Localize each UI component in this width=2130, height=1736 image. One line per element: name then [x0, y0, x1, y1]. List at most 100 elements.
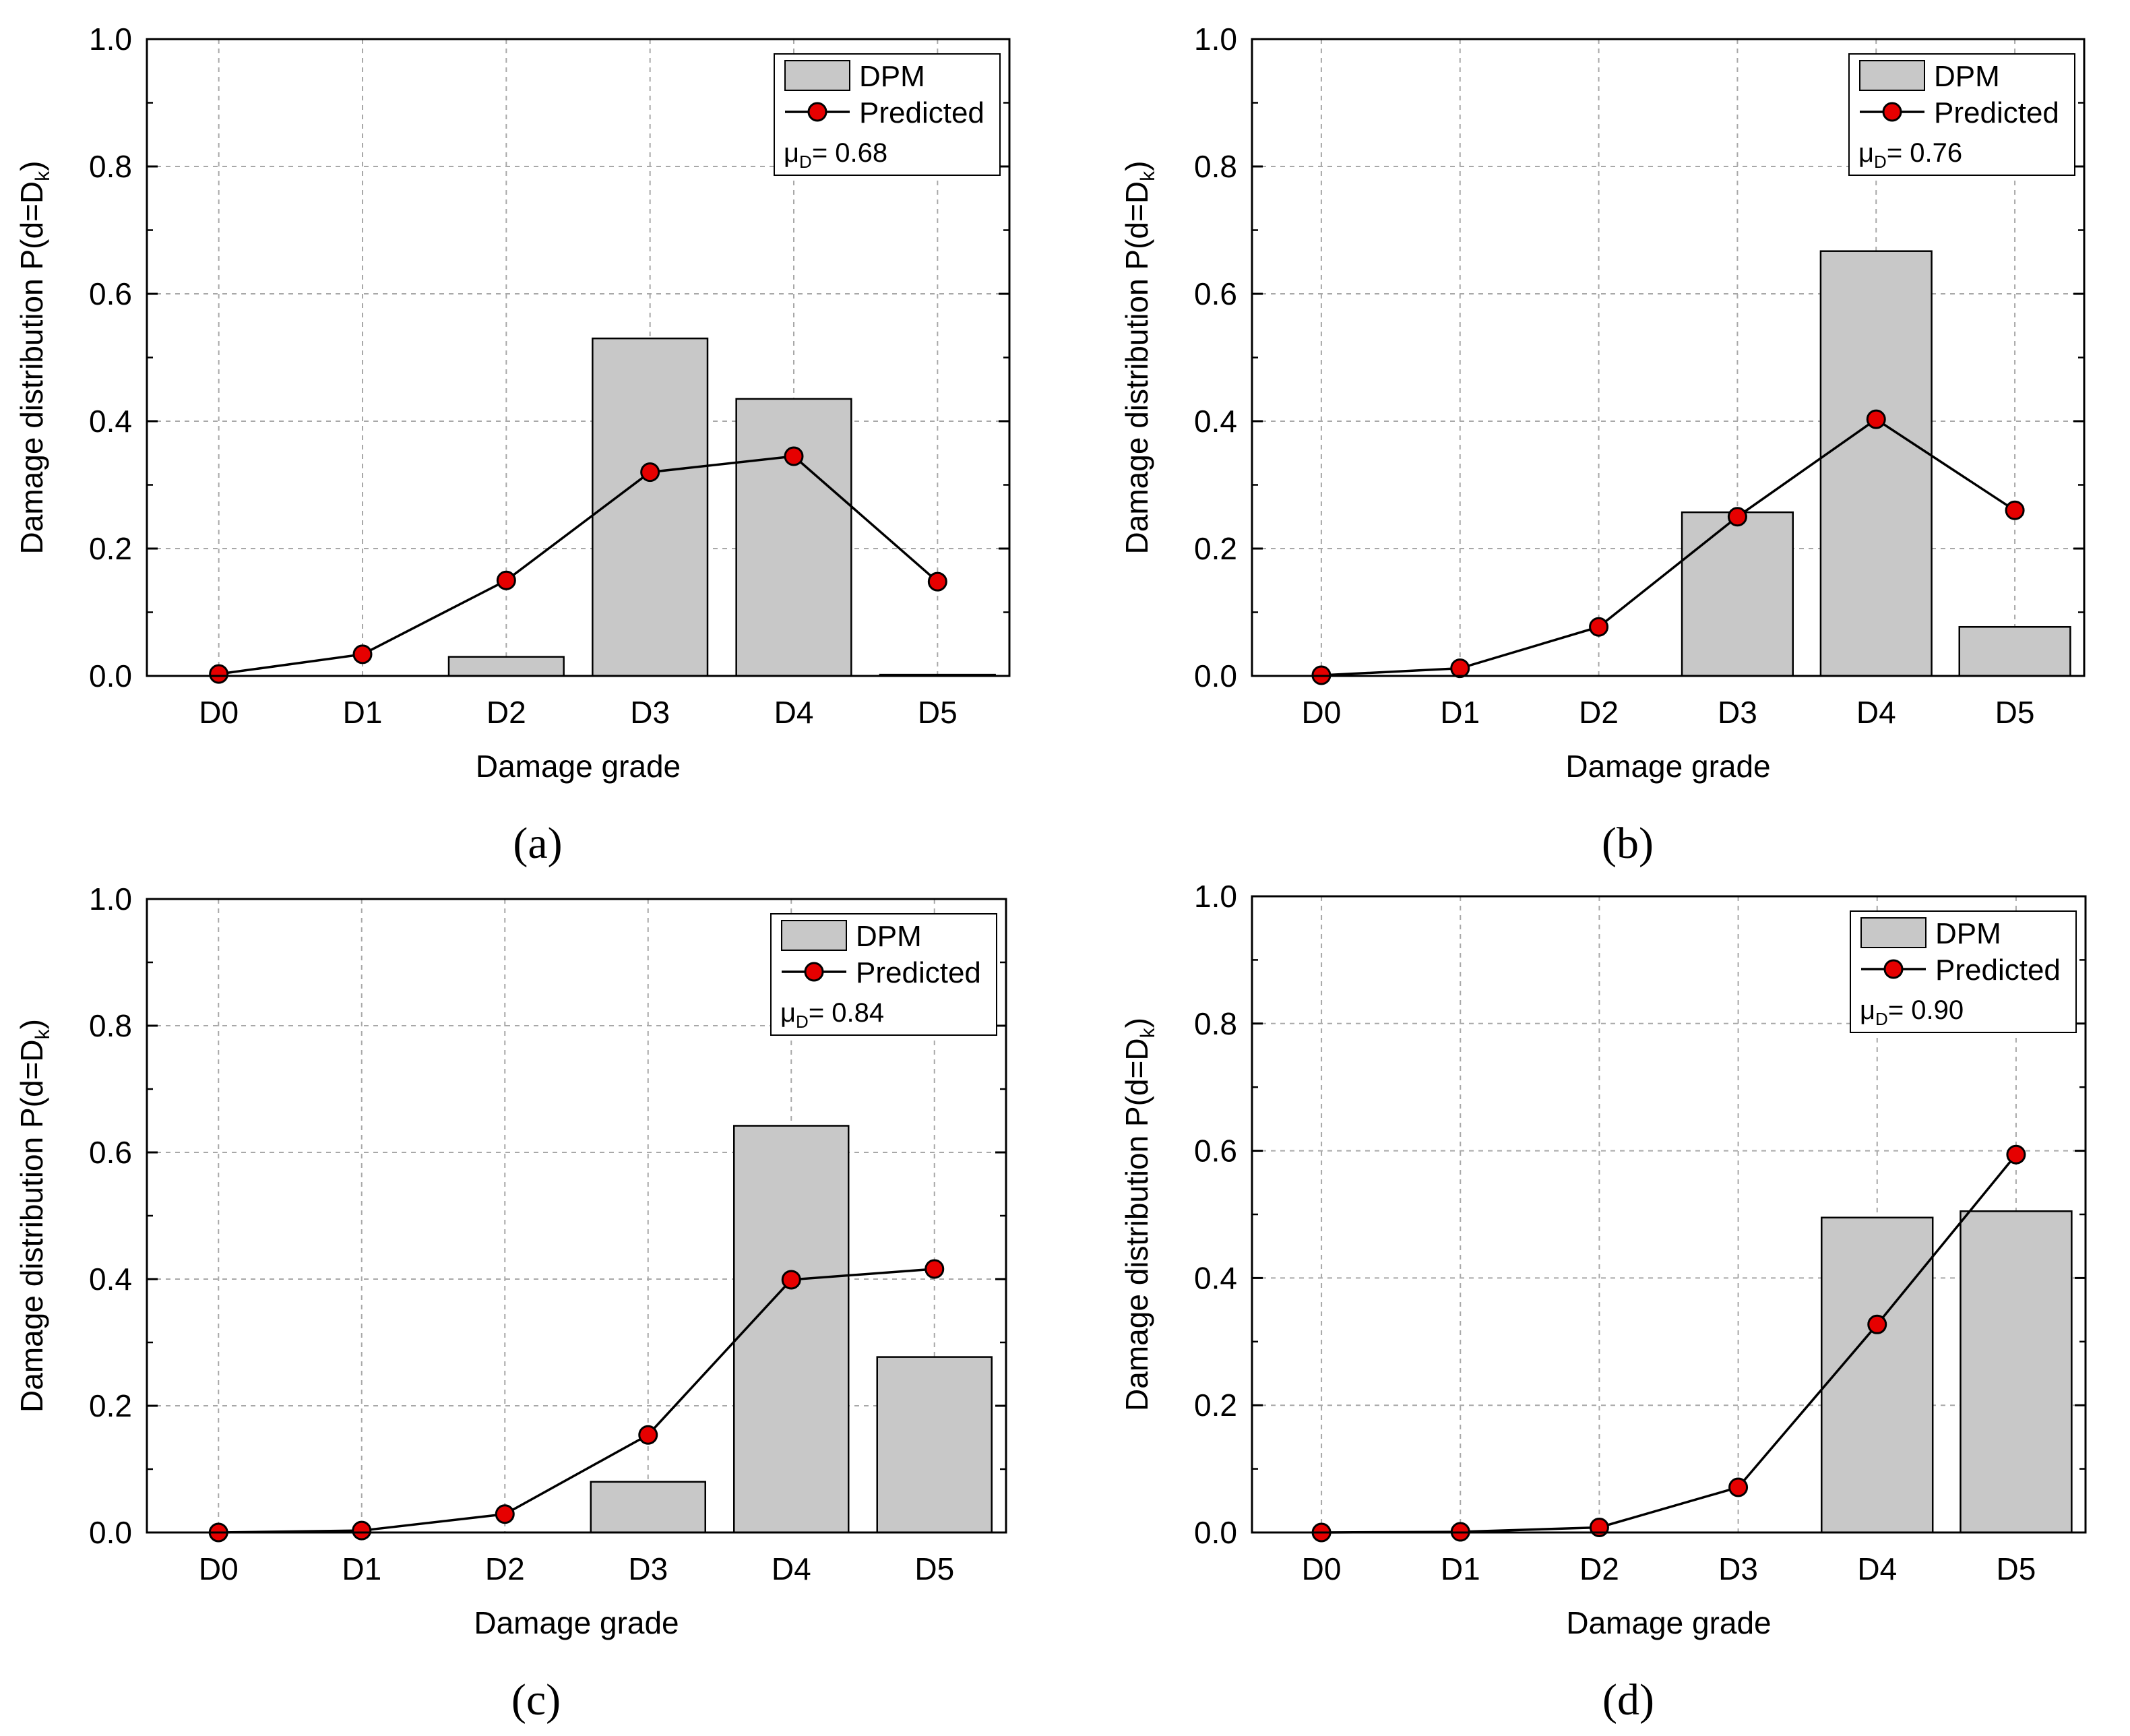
x-axis-label: Damage grade: [1566, 1605, 1771, 1640]
predicted-point: [352, 644, 373, 664]
y-tick-label: 0.0: [1194, 658, 1237, 693]
dpm-bar: [1821, 1216, 1934, 1534]
legend-label-predicted: Predicted: [859, 96, 984, 129]
y-axis-label-end: ): [14, 1019, 49, 1029]
annotation-symbol: μ: [780, 998, 796, 1028]
x-tick-label: D5: [1997, 1551, 2036, 1586]
y-tick-label: 0.0: [89, 1515, 132, 1550]
dpm-bar: [1819, 250, 1933, 677]
x-tick-label: D2: [487, 695, 526, 730]
x-tick-label: D2: [485, 1551, 525, 1586]
y-axis-label-subscript: k: [32, 170, 54, 181]
y-axis-label: Damage distribution P(d=Dk): [14, 161, 54, 555]
predicted-point: [2005, 500, 2025, 520]
y-tick-label: 0.4: [1194, 1260, 1237, 1295]
predicted-point: [638, 1425, 658, 1445]
x-tick-label: D5: [914, 1551, 954, 1586]
predicted-point: [781, 1270, 801, 1290]
annotation-value: = 0.76: [1887, 138, 1962, 168]
predicted-point: [1589, 1517, 1609, 1537]
dpm-bar: [1958, 625, 2071, 677]
dpm-bar: [447, 656, 565, 677]
legend-label-dpm: DPM: [1934, 60, 2000, 93]
y-tick-label: 0.2: [1194, 1388, 1237, 1423]
y-axis-label-main: Damage distribution P(d=D: [14, 1039, 49, 1413]
y-axis-label-subscript: k: [1137, 170, 1159, 181]
legend-swatch-dpm: [784, 60, 850, 91]
annotation-value: = 0.90: [1888, 995, 1964, 1025]
panel-label: (d): [1602, 1675, 1654, 1725]
x-axis-label: Damage grade: [476, 749, 681, 784]
annotation-symbol: μ: [1858, 138, 1874, 168]
x-tick-label: D3: [1718, 695, 1757, 730]
x-tick-label: D1: [342, 1551, 381, 1586]
predicted-point: [925, 1259, 945, 1279]
x-tick-label: D5: [918, 695, 958, 730]
y-tick-label: 0.0: [1194, 1515, 1237, 1550]
y-axis-label-subscript: k: [32, 1028, 54, 1039]
x-tick-label: D2: [1579, 695, 1619, 730]
y-tick-label: 0.8: [89, 149, 132, 184]
legend-marker-predicted: [1882, 102, 1902, 122]
y-tick-label: 0.4: [89, 1262, 132, 1297]
predicted-point: [1589, 617, 1609, 637]
y-axis-label: Damage distribution P(d=Dk): [14, 1019, 54, 1413]
annotation-subscript: D: [799, 152, 812, 172]
x-tick-label: D4: [772, 1551, 811, 1586]
predicted-point: [1867, 1314, 1887, 1334]
annotation-symbol: μ: [1860, 995, 1875, 1025]
predicted-point: [495, 1504, 515, 1524]
dpm-bar: [590, 1481, 706, 1534]
dpm-bar: [1960, 1210, 2073, 1534]
y-tick-label: 0.2: [89, 531, 132, 566]
y-tick-label: 1.0: [89, 22, 132, 57]
annotation-symbol: μ: [784, 138, 799, 168]
y-tick-label: 0.6: [1194, 276, 1237, 311]
legend-swatch-dpm: [1860, 917, 1927, 948]
legend-label-predicted: Predicted: [1935, 954, 2061, 987]
x-tick-label: D0: [1302, 1551, 1342, 1586]
y-tick-label: 1.0: [1194, 22, 1237, 57]
y-tick-label: 1.0: [1194, 879, 1237, 914]
x-tick-label: D3: [1718, 1551, 1758, 1586]
legend-label-predicted: Predicted: [856, 956, 981, 989]
y-tick-label: 0.8: [89, 1008, 132, 1043]
y-tick-label: 0.4: [89, 404, 132, 439]
predicted-point: [927, 571, 947, 592]
predicted-point: [640, 462, 660, 483]
annotation-subscript: D: [1874, 152, 1887, 172]
y-tick-label: 0.8: [1194, 1006, 1237, 1041]
y-tick-label: 1.0: [89, 881, 132, 917]
y-axis-label-end: ): [1119, 161, 1154, 171]
predicted-point: [2006, 1144, 2026, 1165]
x-tick-label: D0: [199, 695, 239, 730]
panel-label: (a): [513, 819, 562, 868]
predicted-point: [784, 446, 804, 466]
y-tick-label: 0.2: [1194, 531, 1237, 566]
x-tick-label: D3: [628, 1551, 668, 1586]
y-tick-label: 0.6: [1194, 1134, 1237, 1169]
x-tick-label: D2: [1579, 1551, 1619, 1586]
predicted-line: [218, 455, 939, 675]
y-axis-label-main: Damage distribution P(d=D: [14, 181, 49, 555]
x-tick-label: D5: [1995, 695, 2035, 730]
legend-marker-predicted: [807, 102, 827, 122]
y-tick-label: 0.2: [89, 1388, 132, 1423]
dpm-bar: [735, 398, 852, 677]
legend-label-predicted: Predicted: [1934, 96, 2059, 129]
chart-panel-c: 0.0 0.2 0.4 0.6 0.8 1.0 D0 D1 D2 D3 D4 D5 Damage gra…: [14, 881, 1007, 1725]
chart-panel-b: 0.0 0.2 0.4 0.6 0.8 1.0 D0 D1 D2 D3 D4 D5 Damage gra…: [1119, 22, 2086, 868]
predicted-line: [218, 1268, 935, 1534]
legend-swatch-dpm: [781, 920, 847, 951]
y-axis-label-end: ): [14, 161, 49, 171]
legend: DPM Predicted μD= 0.90: [1850, 910, 2077, 1033]
x-tick-label: D1: [343, 695, 383, 730]
x-tick-label: D1: [1441, 1551, 1480, 1586]
dpm-bar: [876, 1356, 993, 1534]
panel-label: (c): [511, 1675, 561, 1725]
x-tick-label: D3: [630, 695, 670, 730]
legend-label-dpm: DPM: [859, 60, 925, 93]
x-axis-label: Damage grade: [474, 1605, 679, 1640]
